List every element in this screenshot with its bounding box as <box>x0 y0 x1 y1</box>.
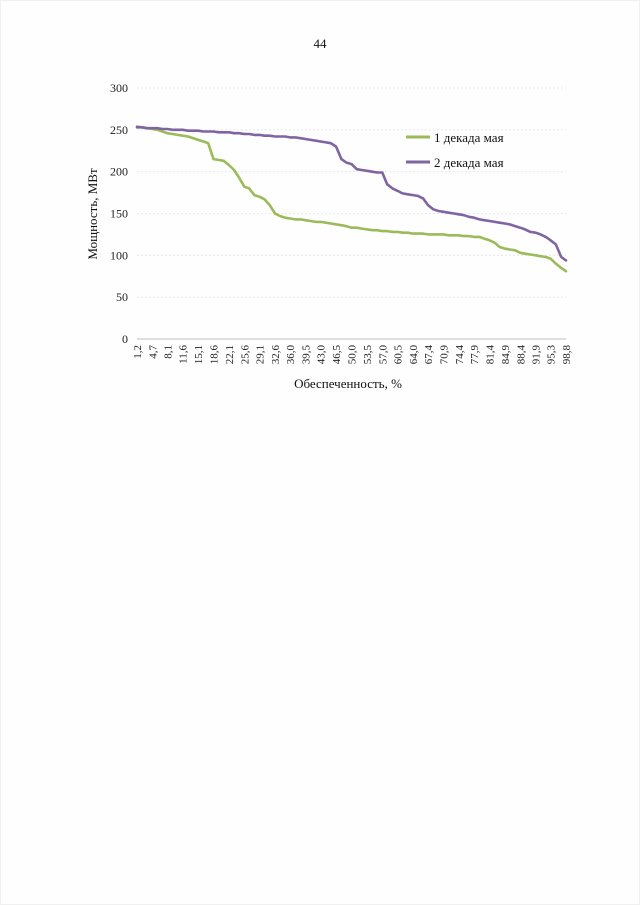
x-tick-label: 4,7 <box>147 345 159 359</box>
x-tick-label: 57,0 <box>377 345 389 365</box>
x-tick-label: 18,6 <box>208 345 220 365</box>
x-tick-label: 74,4 <box>454 345 466 365</box>
x-tick-label: 36,0 <box>285 345 297 365</box>
legend-label-series-2: 2 декада мая <box>434 155 504 170</box>
x-tick-label: 1,2 <box>132 345 144 359</box>
y-tick-label: 300 <box>110 81 128 95</box>
y-axis-title: Мощность, МВт <box>85 168 100 260</box>
series-line-2 <box>135 126 568 262</box>
x-tick-label: 11,6 <box>178 345 190 364</box>
x-tick-label: 46,5 <box>331 345 343 365</box>
x-tick-label: 8,1 <box>162 345 174 359</box>
legend-label-series-1: 1 декада мая <box>434 130 504 145</box>
x-tick-label: 32,6 <box>270 345 282 365</box>
x-tick-label: 39,5 <box>300 345 312 365</box>
x-tick-label: 88,4 <box>515 345 527 365</box>
x-tick-label: 81,4 <box>485 345 497 365</box>
y-tick-label: 50 <box>116 290 128 304</box>
gridlines <box>137 87 566 298</box>
x-tick-label: 91,9 <box>531 345 543 365</box>
y-tick-label: 0 <box>122 332 128 346</box>
x-tick-label: 77,9 <box>469 345 481 365</box>
y-axis-ticks: 0 50 100 150 200 250 300 <box>110 81 128 346</box>
x-tick-label: 29,1 <box>255 345 267 364</box>
x-tick-label: 53,5 <box>362 345 374 365</box>
x-tick-label: 67,4 <box>423 345 435 365</box>
y-tick-label: 100 <box>110 248 128 262</box>
x-tick-label: 50,0 <box>347 345 359 365</box>
y-tick-label: 200 <box>110 165 128 179</box>
y-tick-label: 150 <box>110 207 128 221</box>
x-tick-label: 43,0 <box>316 345 328 365</box>
legend: 1 декада мая 2 декада мая <box>406 130 504 170</box>
x-tick-label: 60,5 <box>393 345 405 365</box>
x-tick-label: 15,1 <box>193 345 205 364</box>
series-line-1 <box>135 125 568 273</box>
x-tick-label: 64,0 <box>408 345 420 365</box>
x-tick-label: 84,9 <box>500 345 512 365</box>
series-lines <box>135 125 568 273</box>
x-tick-label: 25,6 <box>239 345 251 365</box>
x-axis-ticks: 1,2 4,7 8,1 11,6 15,1 18,6 22,1 25,6 29,1 32,6 36,… <box>132 345 573 365</box>
x-tick-label: 70,9 <box>438 345 450 365</box>
x-axis-title: Обеспеченность, % <box>294 376 402 391</box>
x-tick-label: 22,1 <box>224 345 236 364</box>
y-tick-label: 250 <box>110 123 128 137</box>
page-number: 44 <box>313 36 327 51</box>
x-tick-label: 98,8 <box>561 345 573 365</box>
x-tick-label: 95,3 <box>546 345 558 365</box>
